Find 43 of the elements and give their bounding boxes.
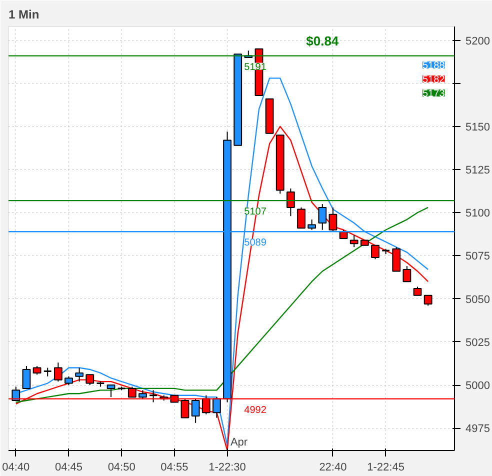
ref-line-label: 4992 (244, 404, 267, 416)
y-tick-label: 5125 (466, 164, 490, 177)
candlestick (148, 390, 158, 403)
annotation: 5182 (422, 74, 446, 86)
y-tick-label: 5075 (466, 250, 490, 263)
y-tick-label: 5050 (466, 294, 490, 306)
line-series (15, 206, 429, 403)
candlestick (54, 362, 62, 382)
y-tick-label: 4975 (466, 423, 490, 436)
ref-line-label: 5191 (244, 62, 267, 73)
annotation: Apr (230, 436, 248, 448)
x-tick-label: 04:55 (160, 462, 188, 474)
candlestick (350, 234, 358, 248)
candlestick (212, 396, 221, 418)
y-tick-label: 5000 (466, 380, 490, 392)
annotation: $0.84 (306, 34, 340, 48)
candlestick (297, 206, 306, 229)
x-tick-label: 04:40 (2, 462, 30, 474)
candlestick (191, 398, 200, 424)
x-tick-label: 04:50 (108, 462, 136, 474)
ref-line-label: 5089 (244, 238, 267, 249)
x-tick-label: 04:45 (54, 462, 83, 474)
candlestick (286, 188, 295, 217)
x-tick-label: 1-22:45 (367, 462, 404, 474)
ref-line-label: 5107 (244, 206, 267, 218)
x-tick-label: 1-22:30 (208, 462, 246, 474)
candlestick (328, 206, 338, 232)
annotation: 5173 (422, 88, 446, 100)
candlestick (371, 244, 380, 260)
annotation: 5188 (422, 60, 446, 72)
candlestick (75, 367, 84, 382)
x-tick-label: 22:40 (319, 462, 347, 474)
candlestick (424, 294, 432, 306)
candlestick (402, 266, 412, 282)
candlestick (86, 374, 94, 386)
y-tick-label: 5100 (466, 208, 490, 220)
y-tick-label: 5025 (466, 336, 490, 349)
chart-title: 1 Min (8, 8, 40, 22)
candlestick (392, 246, 401, 272)
candlestick (22, 366, 31, 389)
y-tick-label: 5200 (466, 35, 490, 48)
candlestick (106, 384, 116, 398)
y-tick-label: 5150 (466, 121, 490, 134)
